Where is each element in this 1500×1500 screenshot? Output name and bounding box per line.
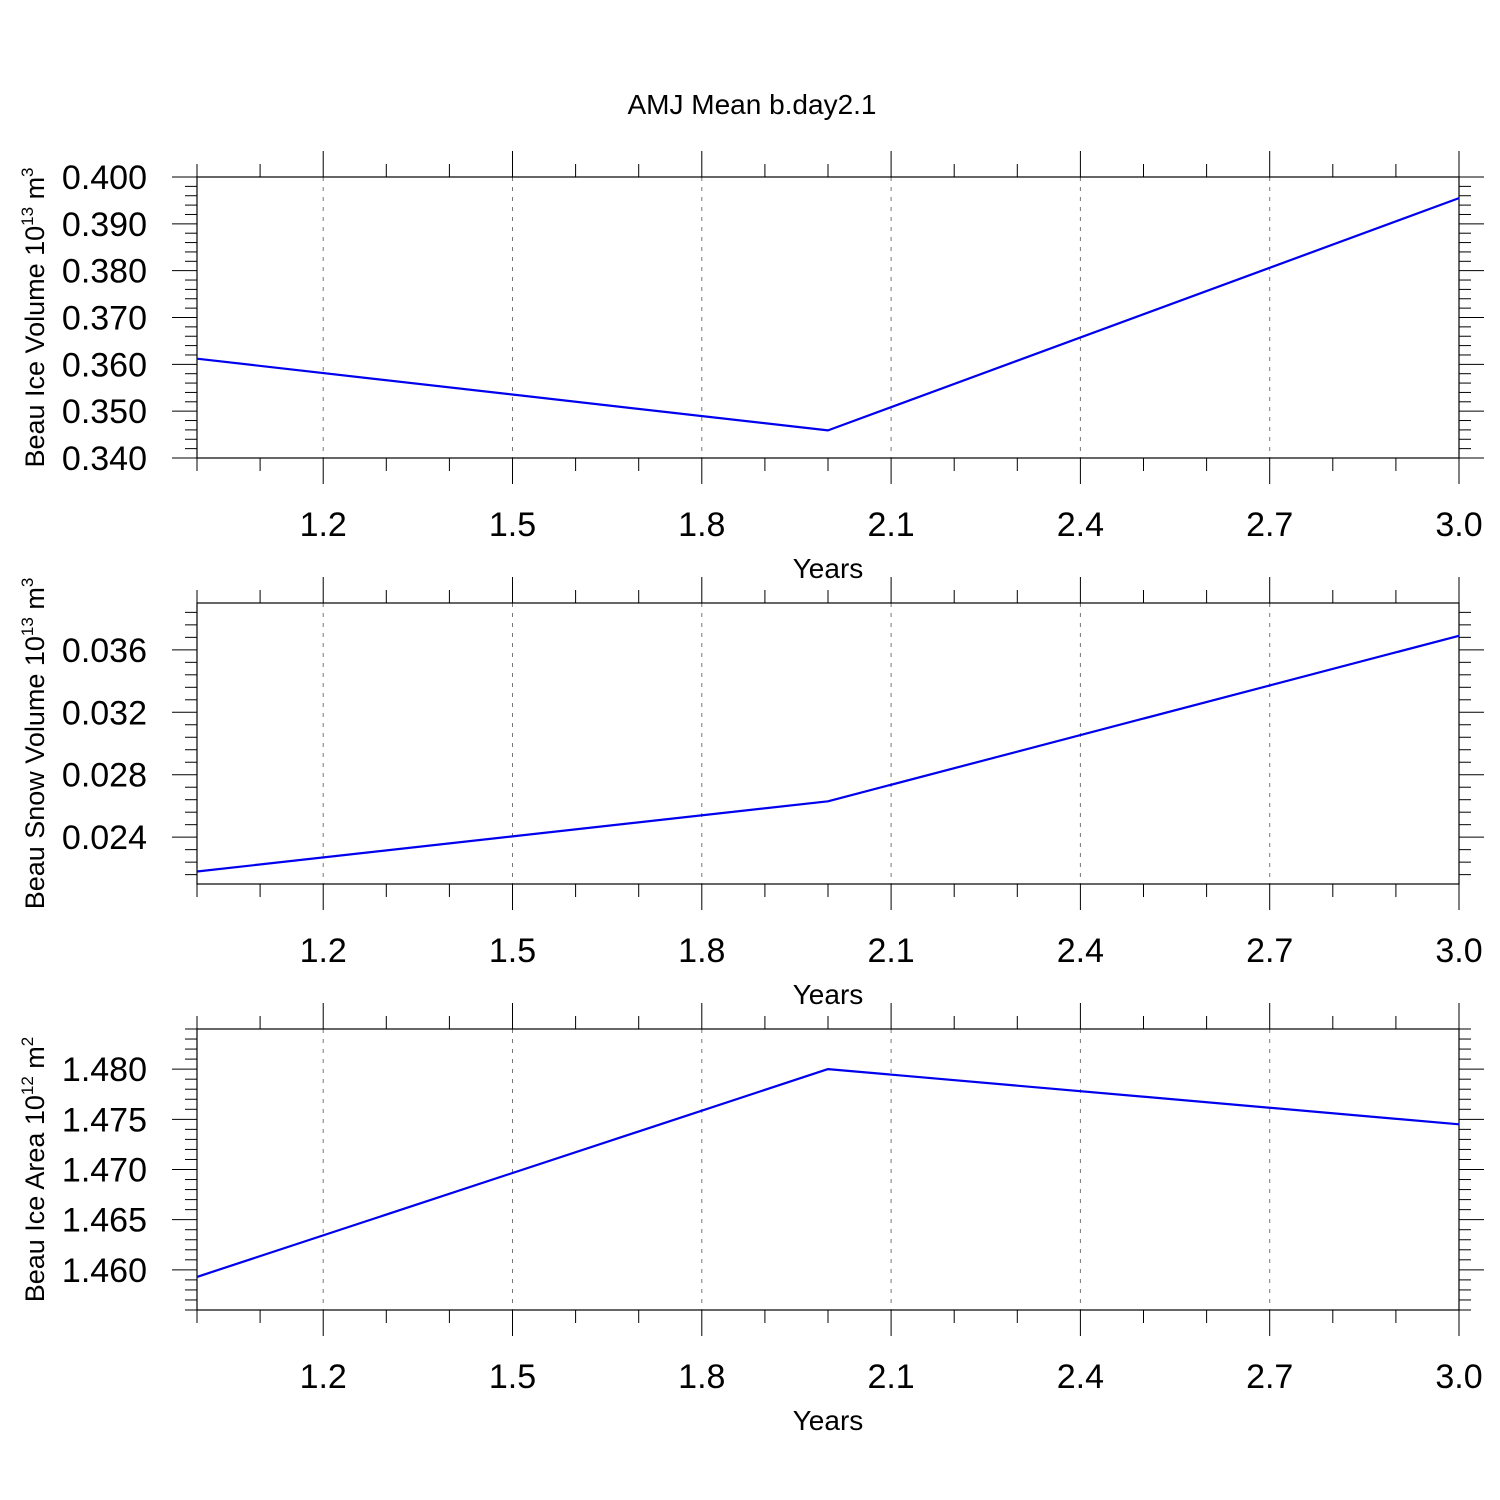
x-tick-label: 1.5 bbox=[489, 1358, 536, 1396]
y-tick-label: 1.465 bbox=[62, 1202, 147, 1240]
x-tick-label: 1.2 bbox=[300, 932, 347, 970]
x-axis-label: Years bbox=[793, 979, 864, 1010]
x-tick-label: 2.7 bbox=[1246, 506, 1293, 544]
x-tick-label: 2.1 bbox=[867, 932, 914, 970]
y-axis-label: Beau Ice Volume 1013 m3 bbox=[18, 167, 50, 467]
x-tick-label: 2.4 bbox=[1057, 506, 1104, 544]
x-tick-label: 3.0 bbox=[1435, 506, 1482, 544]
x-axis-label: Years bbox=[793, 1405, 864, 1436]
x-tick-label: 2.1 bbox=[867, 1358, 914, 1396]
y-axis-label-superscript: 13 bbox=[18, 207, 37, 226]
plot-frame bbox=[196, 176, 1460, 459]
series-line bbox=[196, 197, 1460, 432]
x-tick-label: 3.0 bbox=[1435, 932, 1482, 970]
x-tick-label: 2.7 bbox=[1246, 1358, 1293, 1396]
y-tick-label: 0.370 bbox=[62, 300, 147, 338]
x-tick-label: 2.7 bbox=[1246, 932, 1293, 970]
y-axis-label-text: m bbox=[20, 177, 50, 207]
x-tick-label: 1.5 bbox=[489, 506, 536, 544]
x-tick-label: 1.8 bbox=[678, 506, 725, 544]
y-axis-label: Beau Snow Volume 1013 m3 bbox=[18, 578, 50, 910]
panel-2: 1.2 1.5 1.8 2.1 2.4 2.7 3.0 0.024 0.028 0.032 0.03… bbox=[18, 577, 1484, 1010]
x-tick-label: 1.2 bbox=[300, 1358, 347, 1396]
y-axis-label-text: Beau Ice Volume 10 bbox=[20, 226, 50, 468]
y-tick-label: 0.380 bbox=[62, 253, 147, 291]
x-tick-label: 2.1 bbox=[867, 506, 914, 544]
y-axis-label: Beau Ice Area 1012 m2 bbox=[18, 1037, 50, 1303]
x-tick-label: 1.8 bbox=[678, 1358, 725, 1396]
y-axis-label-superscript: 3 bbox=[18, 578, 37, 587]
x-tick-label: 2.4 bbox=[1057, 1358, 1104, 1396]
y-tick-label: 0.024 bbox=[62, 819, 147, 857]
y-tick-label: 1.470 bbox=[62, 1152, 147, 1190]
y-tick-label: 0.032 bbox=[62, 694, 147, 732]
x-tick-label: 1.8 bbox=[678, 932, 725, 970]
y-tick-label: 1.460 bbox=[62, 1252, 147, 1290]
series-line bbox=[196, 634, 1460, 873]
y-tick-label: 1.475 bbox=[62, 1101, 147, 1139]
y-tick-label: 0.400 bbox=[62, 159, 147, 197]
series-line bbox=[196, 1067, 1460, 1278]
y-axis-label-text: Beau Ice Area 10 bbox=[20, 1095, 50, 1302]
panel-3: 1.2 1.5 1.8 2.1 2.4 2.7 3.0 1.460 1.465 1.470 1.47… bbox=[18, 1003, 1484, 1436]
panel-1: 1.2 1.5 1.8 2.1 2.4 2.7 3.0 0.340 0.350 0.360 0.37… bbox=[18, 151, 1484, 584]
y-axis-label-text: Beau Snow Volume 10 bbox=[20, 636, 50, 909]
y-tick-label: 0.360 bbox=[62, 346, 147, 384]
x-tick-label: 2.4 bbox=[1057, 932, 1104, 970]
chart-title: AMJ Mean b.day2.1 bbox=[627, 89, 876, 120]
y-tick-label: 0.340 bbox=[62, 440, 147, 478]
y-tick-label: 1.480 bbox=[62, 1051, 147, 1089]
y-tick-label: 0.350 bbox=[62, 393, 147, 431]
x-tick-label: 3.0 bbox=[1435, 1358, 1482, 1396]
y-tick-label: 0.390 bbox=[62, 206, 147, 244]
y-tick-label: 0.028 bbox=[62, 757, 147, 795]
x-tick-label: 1.2 bbox=[300, 506, 347, 544]
y-axis-label-text: m bbox=[20, 1046, 50, 1076]
plot-frame bbox=[196, 1028, 1460, 1311]
y-axis-label-superscript: 12 bbox=[18, 1076, 37, 1095]
plot-frame bbox=[196, 602, 1460, 885]
y-axis-label-text: m bbox=[20, 587, 50, 617]
x-tick-label: 1.5 bbox=[489, 932, 536, 970]
y-axis-label-superscript: 13 bbox=[18, 617, 37, 636]
y-axis-label-superscript: 2 bbox=[18, 1037, 37, 1046]
y-tick-label: 0.036 bbox=[62, 632, 147, 670]
x-axis-label: Years bbox=[793, 553, 864, 584]
y-axis-label-superscript: 3 bbox=[18, 167, 37, 176]
